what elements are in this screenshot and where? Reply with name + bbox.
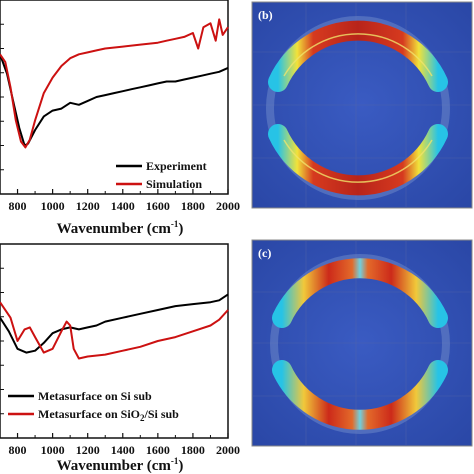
plot-bottom-left-xlabel: Wavenumber (cm-1) [57, 456, 184, 474]
plot-top-left-legend: Experiment Simulation [116, 159, 207, 191]
plot-bottom-left-ticks [0, 267, 229, 438]
plot-top-left: 800 1000 1200 1400 1600 1800 2000 Experiment S… [0, 0, 240, 237]
legend-label-experiment: Experiment [146, 159, 207, 173]
plot-top-left-xlabel: Wavenumber (cm-1) [57, 219, 184, 237]
x-tick-label: 1600 [146, 199, 170, 213]
plot-top-left-series [0, 18, 229, 149]
plot-top-left-frame [0, 0, 229, 195]
legend-label-simulation: Simulation [146, 177, 202, 191]
plot-bottom-left-legend: Metasurface on Si sub Metasurface on SiO… [8, 389, 179, 423]
x-tick-label: 2000 [216, 443, 240, 457]
plot-bottom-left: 800 1000 1200 1400 1600 1800 2000 Metasurface … [0, 243, 240, 474]
x-tick-label: 1000 [41, 199, 65, 213]
x-tick-label: 1800 [181, 443, 205, 457]
legend-label-si: Metasurface on Si sub [38, 389, 152, 403]
series-line-0 [0, 293, 229, 354]
x-tick-label: 1400 [111, 443, 135, 457]
series-line-0 [0, 53, 229, 147]
x-tick-label: 2000 [216, 199, 240, 213]
plot-bottom-left-series [0, 293, 229, 360]
x-tick-label: 1000 [41, 443, 65, 457]
field-map-c-hotspot-bottom [272, 360, 448, 430]
x-tick-label: 1200 [76, 443, 100, 457]
legend-label-sio2: Metasurface on SiO2/Si sub [38, 407, 179, 423]
x-tick-label: 1600 [146, 443, 170, 457]
series-line-1 [0, 301, 229, 360]
field-map-c-ring-faint [270, 254, 450, 434]
field-map-b-hotspot-top [268, 20, 448, 92]
x-tick-label: 1400 [111, 199, 135, 213]
x-tick-label: 1800 [181, 199, 205, 213]
x-tick-label: 800 [9, 199, 27, 213]
plot-top-left-ticks [0, 23, 229, 194]
x-tick-label: 1200 [76, 199, 100, 213]
field-map-c-hotspot-top [272, 258, 448, 328]
x-tick-label: 800 [9, 443, 27, 457]
field-map-b-ring-faint [266, 16, 450, 200]
series-line-1 [0, 18, 229, 149]
field-map-b: (b) [251, 1, 473, 209]
field-map-b-hotspot-bottom [268, 124, 448, 196]
field-map-b-label: (b) [258, 8, 273, 22]
plot-bottom-left-tick-labels: 800 1000 1200 1400 1600 1800 2000 [9, 443, 240, 457]
field-map-c: (c) [251, 239, 473, 447]
field-map-c-label: (c) [258, 246, 271, 260]
plot-top-left-tick-labels: 800 1000 1200 1400 1600 1800 2000 [9, 199, 240, 213]
plot-bottom-left-frame [0, 243, 229, 439]
